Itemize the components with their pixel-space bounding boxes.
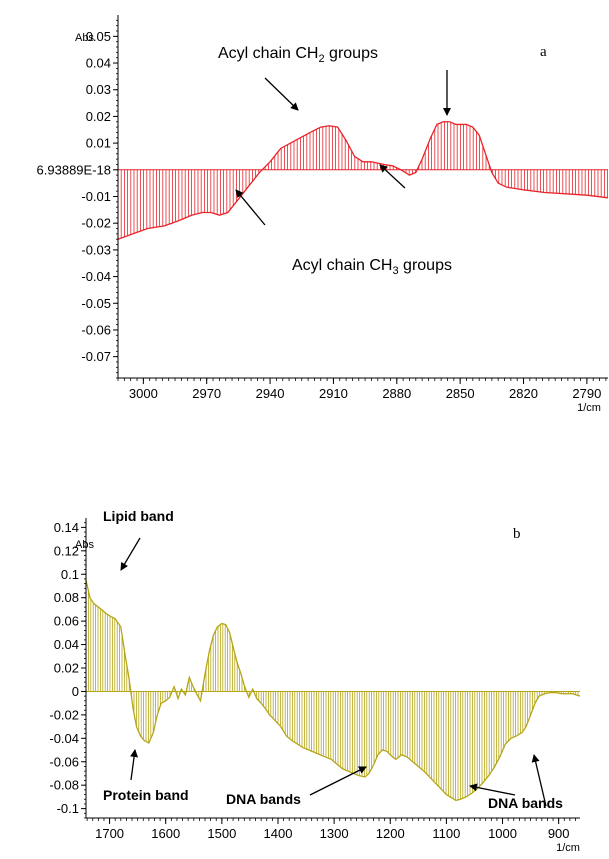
annotation-dna-bands-1: DNA bands [226, 791, 301, 807]
panel-a-y-tick-label: 0.02 [86, 109, 111, 124]
panel-a-series-line [117, 121, 609, 240]
panel-a-y-tick-label: -0.01 [81, 189, 111, 204]
panel-b-x-tick-label: 1500 [207, 826, 236, 841]
panel-a-y-tick-label: -0.06 [81, 322, 111, 337]
annotation-protein-band: Protein band [103, 787, 189, 803]
panel-b-y-tick-label: 0.12 [54, 543, 79, 558]
panel-a-y-tick-label: 0.01 [86, 136, 111, 151]
panel-b-y-tick-label: 0.1 [61, 567, 79, 582]
arrow-dna-3 [531, 754, 547, 807]
panel-a-x-tick-label: 2940 [256, 386, 285, 401]
panel-b-series-line [85, 579, 581, 802]
panel-a-label: a [540, 44, 547, 60]
panel-b-fill-hatch [85, 580, 579, 801]
panel-b-x-unit: 1/cm [556, 842, 580, 854]
panel-b-y-tick-label: 0.14 [54, 520, 79, 535]
panel-b-y-tick-label: -0.06 [49, 754, 79, 769]
panel-b-y-tick-label: -0.1 [57, 801, 79, 816]
panel-b-label: b [513, 526, 521, 542]
panel-a-y-tick-label: -0.07 [81, 349, 111, 364]
panel-a-x-tick-label: 2790 [572, 386, 601, 401]
arrow-dna-2 [469, 783, 516, 796]
panel-a-x-tick-label: 2880 [382, 386, 411, 401]
arrow-ch3-right [379, 164, 406, 189]
panel-a-axes: 0.05 0.04 0.03 0.02 0.01 6.93889E-18 -0.01 -0.0… [37, 15, 608, 401]
annotation-lipid-band: Lipid band [103, 508, 174, 524]
panel-b-y-tick-label: -0.02 [49, 707, 79, 722]
panel-a-y-tick-label: 0.05 [86, 29, 111, 44]
panel-b-y-tick-label: -0.08 [49, 778, 79, 793]
annotation-ch2-groups: Acyl chain CH2 groups [218, 45, 378, 65]
panel-b-x-tick-label: 900 [548, 826, 570, 841]
arrow-dna-1 [309, 766, 367, 796]
panel-b-y-tick-label: 0 [72, 684, 79, 699]
panel-a-x-tick-label: 2970 [192, 386, 221, 401]
panel-a-spectrum [117, 121, 609, 240]
panel-b-x-tick-label: 1300 [320, 826, 349, 841]
panel-b-y-unit: Abs [75, 539, 94, 551]
panel-a-y-tick-label: 0.03 [86, 82, 111, 97]
panel-a-fill-hatch [117, 121, 608, 240]
panel-a-x-unit: 1/cm [577, 402, 601, 414]
panel-b-x-tick-label: 1000 [488, 826, 517, 841]
panel-a-chart: 0.05 0.04 0.03 0.02 0.01 6.93889E-18 -0.01 -0.0… [37, 15, 609, 414]
panel-b-x-tick-label: 1700 [95, 826, 124, 841]
panel-b-x-tick-label: 1600 [151, 826, 180, 841]
arrow-ch3-left [235, 189, 266, 226]
panel-b-x-tick-label: 1200 [376, 826, 405, 841]
arrow-lipid [120, 537, 141, 571]
panel-a-x-tick-label: 2850 [446, 386, 475, 401]
panel-b-y-tick-label: 0.08 [54, 590, 79, 605]
panel-a-y-unit: Abs [75, 32, 94, 44]
panel-a-y-tick-label: -0.04 [81, 269, 111, 284]
panel-b-y-tick-label: 0.02 [54, 661, 79, 676]
panel-a-x-tick-label: 2820 [509, 386, 538, 401]
panel-a-y-tick-label: -0.05 [81, 296, 111, 311]
panel-b-y-tick-label: 0.04 [54, 637, 79, 652]
annotation-ch3-groups: Acyl chain CH3 groups [292, 257, 452, 277]
panel-b-y-tick-label: -0.04 [49, 731, 79, 746]
panel-a-x-tick-label: 3000 [129, 386, 158, 401]
panel-b-axes: 0.14 0.12 0.1 0.08 0.06 0.04 0.02 0 -0.02 -0.04 -0… [49, 518, 580, 841]
arrow-protein [130, 749, 139, 781]
panel-b-spectrum [85, 579, 581, 802]
panel-a-y-tick-label: 6.93889E-18 [37, 162, 111, 177]
panel-a-y-tick-label: -0.02 [81, 216, 111, 231]
panel-b-y-tick-label: 0.06 [54, 614, 79, 629]
panel-b-x-tick-label: 1400 [264, 826, 293, 841]
panel-b-x-tick-label: 1100 [432, 826, 460, 841]
arrow-ch2-left [264, 77, 299, 111]
panel-a-y-tick-label: 0.04 [86, 56, 111, 71]
panel-b-chart: 0.14 0.12 0.1 0.08 0.06 0.04 0.02 0 -0.02 -0.04 -0… [49, 508, 581, 854]
annotation-dna-bands-2: DNA bands [488, 795, 563, 811]
panel-a-y-tick-label: -0.03 [81, 242, 111, 257]
panel-a-x-tick-label: 2910 [319, 386, 348, 401]
